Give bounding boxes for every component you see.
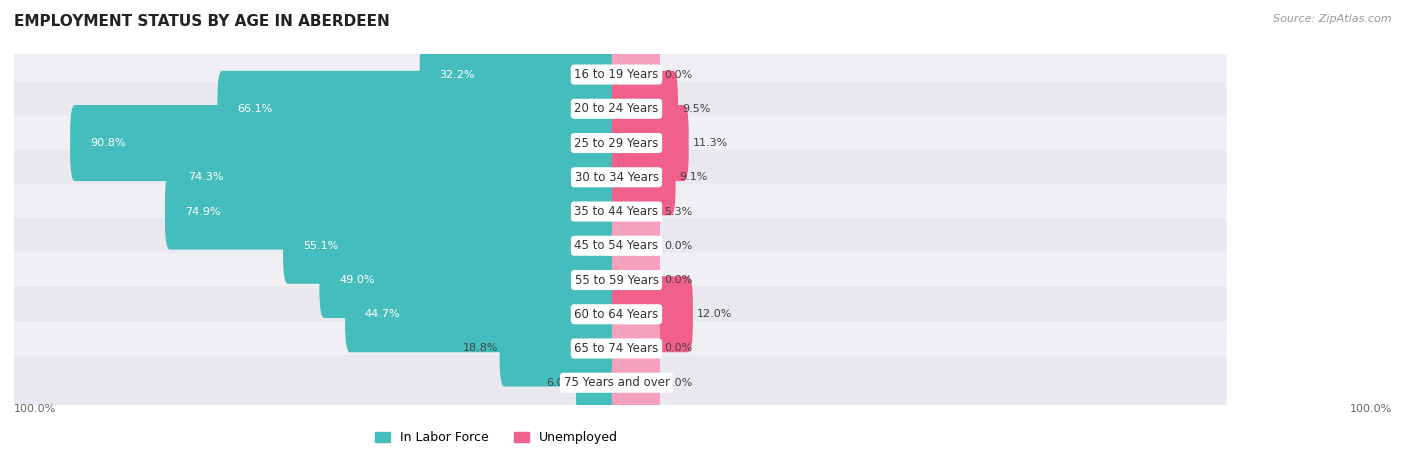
Text: 0.0%: 0.0%	[664, 275, 693, 285]
Text: 9.1%: 9.1%	[679, 172, 709, 182]
FancyBboxPatch shape	[6, 356, 1226, 410]
Text: 0.0%: 0.0%	[664, 343, 693, 354]
FancyBboxPatch shape	[612, 139, 675, 215]
FancyBboxPatch shape	[6, 47, 1226, 102]
Text: 5.3%: 5.3%	[664, 207, 693, 216]
FancyBboxPatch shape	[6, 287, 1226, 342]
Text: 16 to 19 Years: 16 to 19 Years	[574, 68, 658, 81]
Text: 74.9%: 74.9%	[184, 207, 221, 216]
Legend: In Labor Force, Unemployed: In Labor Force, Unemployed	[375, 432, 617, 445]
Text: 6.0%: 6.0%	[547, 378, 575, 388]
Text: 35 to 44 Years: 35 to 44 Years	[575, 205, 658, 218]
FancyBboxPatch shape	[6, 218, 1226, 273]
FancyBboxPatch shape	[612, 36, 659, 112]
Text: 44.7%: 44.7%	[364, 309, 401, 319]
Text: 20 to 24 Years: 20 to 24 Years	[575, 102, 658, 115]
Text: 100.0%: 100.0%	[14, 404, 56, 414]
Text: 55.1%: 55.1%	[302, 241, 337, 251]
Text: 0.0%: 0.0%	[664, 70, 693, 80]
Text: 55 to 59 Years: 55 to 59 Years	[575, 274, 658, 287]
Text: 30 to 34 Years: 30 to 34 Years	[575, 171, 658, 184]
Text: 0.0%: 0.0%	[664, 378, 693, 388]
FancyBboxPatch shape	[612, 208, 659, 284]
FancyBboxPatch shape	[612, 71, 678, 147]
FancyBboxPatch shape	[283, 208, 621, 284]
Text: 100.0%: 100.0%	[1350, 404, 1392, 414]
Text: 49.0%: 49.0%	[339, 275, 374, 285]
Text: 90.8%: 90.8%	[90, 138, 125, 148]
FancyBboxPatch shape	[576, 345, 621, 421]
FancyBboxPatch shape	[344, 276, 621, 352]
Text: 12.0%: 12.0%	[697, 309, 733, 319]
Text: 75 Years and over: 75 Years and over	[564, 376, 669, 389]
Text: 0.0%: 0.0%	[664, 241, 693, 251]
FancyBboxPatch shape	[612, 174, 659, 250]
Text: 11.3%: 11.3%	[693, 138, 728, 148]
FancyBboxPatch shape	[612, 310, 659, 387]
Text: 74.3%: 74.3%	[188, 172, 224, 182]
Text: 32.2%: 32.2%	[439, 70, 475, 80]
FancyBboxPatch shape	[319, 242, 621, 318]
Text: 9.5%: 9.5%	[682, 104, 710, 114]
FancyBboxPatch shape	[6, 81, 1226, 136]
Text: EMPLOYMENT STATUS BY AGE IN ABERDEEN: EMPLOYMENT STATUS BY AGE IN ABERDEEN	[14, 14, 389, 28]
Text: 65 to 74 Years: 65 to 74 Years	[575, 342, 658, 355]
FancyBboxPatch shape	[499, 310, 621, 387]
Text: 18.8%: 18.8%	[463, 343, 498, 354]
FancyBboxPatch shape	[165, 174, 621, 250]
Text: 45 to 54 Years: 45 to 54 Years	[575, 239, 658, 252]
FancyBboxPatch shape	[419, 36, 621, 112]
Text: 60 to 64 Years: 60 to 64 Years	[575, 308, 658, 321]
FancyBboxPatch shape	[612, 276, 693, 352]
Text: Source: ZipAtlas.com: Source: ZipAtlas.com	[1274, 14, 1392, 23]
FancyBboxPatch shape	[6, 116, 1226, 171]
FancyBboxPatch shape	[70, 105, 621, 181]
FancyBboxPatch shape	[218, 71, 621, 147]
FancyBboxPatch shape	[169, 139, 621, 215]
FancyBboxPatch shape	[6, 252, 1226, 307]
FancyBboxPatch shape	[6, 321, 1226, 376]
Text: 66.1%: 66.1%	[238, 104, 273, 114]
FancyBboxPatch shape	[6, 150, 1226, 205]
Text: 25 to 29 Years: 25 to 29 Years	[575, 136, 658, 149]
FancyBboxPatch shape	[612, 105, 689, 181]
FancyBboxPatch shape	[612, 242, 659, 318]
FancyBboxPatch shape	[6, 184, 1226, 239]
FancyBboxPatch shape	[612, 345, 659, 421]
